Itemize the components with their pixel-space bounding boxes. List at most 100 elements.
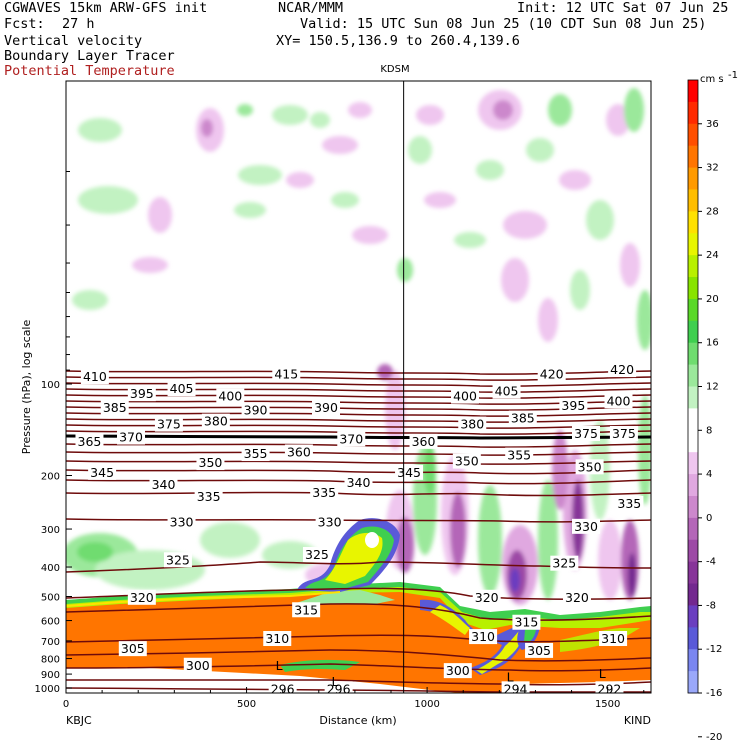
colorbar-swatch [688, 517, 698, 541]
theta-label-background [525, 642, 554, 658]
theta-label: 325 [552, 556, 576, 571]
theta-label-background [149, 477, 178, 493]
theta-label-background [537, 366, 566, 382]
colorbar-swatch [688, 167, 698, 190]
plot-frame [65, 80, 652, 694]
theta-label: 292 [598, 681, 622, 696]
theta-label: 360 [412, 434, 436, 449]
colorbar-tick-label: 8 [706, 425, 712, 436]
init-time: Init: 12 UTC Sat 07 Jun 25 [517, 0, 729, 16]
theta-label: 330 [574, 519, 598, 534]
theta-label-background [167, 381, 196, 397]
theta-label: 355 [507, 448, 531, 463]
theta-label-background [163, 552, 192, 568]
theta-label: 310 [601, 631, 625, 646]
colorbar-tick-label: -20 [706, 732, 722, 740]
theta-label: 420 [610, 362, 634, 377]
theta-label-background [492, 383, 521, 399]
theta-label-background [100, 400, 129, 416]
theta-label: 335 [312, 485, 336, 500]
theta-label-background [469, 629, 498, 645]
field-vertical-velocity: Vertical velocity [4, 33, 143, 49]
colorbar-tick-label: 16 [706, 338, 719, 349]
theta-label: 370 [339, 431, 363, 446]
station-label-kdsm: KDSM [380, 64, 409, 75]
theta-label: 296 [271, 681, 295, 696]
theta-label-background [562, 589, 591, 605]
low-marker: L [599, 666, 606, 681]
theta-label-background [458, 416, 487, 432]
theta-label: 300 [186, 658, 210, 673]
theta-label: 330 [318, 514, 342, 529]
theta-label-background [575, 459, 604, 475]
colorbar: 36 32 28 24 20 16 12 8 4 0 -4 -8 -12 -16 -20 cm s -1 [687, 70, 738, 740]
theta-label-background [443, 663, 472, 679]
colorbar-swatch [688, 605, 698, 628]
x-tick-label: 1000 [414, 699, 439, 710]
theta-label-background [472, 589, 501, 605]
theta-label-background [451, 388, 480, 404]
theta-label-background [615, 495, 644, 511]
low-marker: L [332, 674, 339, 689]
org-label: NCAR/MMM [278, 0, 344, 16]
y-tick-label: 1000 [35, 684, 60, 695]
theta-label: 335 [617, 496, 641, 511]
colorbar-tick-label: -12 [706, 644, 722, 655]
colorbar-swatch [688, 211, 698, 234]
vertical-velocity-field [72, 88, 651, 350]
theta-label: 296 [327, 681, 351, 696]
theta-label-background [117, 429, 145, 445]
theta-label-background [572, 425, 600, 441]
theta-label: 320 [565, 590, 589, 605]
theta-label: 340 [347, 475, 371, 490]
colorbar-swatch [688, 277, 698, 300]
theta-label-background [501, 681, 530, 693]
theta-label-background [395, 464, 424, 480]
colorbar-units: cm s [700, 74, 724, 85]
theta-label-background [505, 447, 534, 463]
theta-label: 385 [511, 411, 535, 426]
theta-label-background [196, 455, 225, 471]
theta-label: 390 [244, 402, 268, 417]
theta-label: 315 [294, 602, 318, 617]
plot-area: 410 415 420 420 395 405 400 400 405 395 400 385 390 3… [66, 81, 651, 696]
theta-label: 400 [607, 393, 631, 408]
theta-label: 305 [527, 643, 551, 658]
theta-label: 415 [274, 366, 298, 381]
theta-label: 320 [130, 590, 154, 605]
colorbar-swatch [688, 123, 698, 147]
colorbar-swatch [688, 627, 698, 650]
station-label-kbjc: KBJC [66, 714, 92, 727]
theta-label-background [315, 514, 344, 530]
theta-label: 365 [78, 434, 102, 449]
theta-label-background [241, 402, 270, 418]
theta-label-background [595, 681, 624, 693]
colorbar-units-exponent: -1 [728, 70, 738, 81]
theta-label: 375 [157, 417, 181, 432]
colorbar-swatch [688, 474, 698, 497]
x-axis: 0 500 1000 1500 [63, 687, 645, 710]
colorbar-swatch [688, 342, 698, 366]
station-label-kind: KIND [624, 714, 651, 727]
theta-label-background [512, 614, 541, 630]
y-tick-label: 100 [41, 380, 60, 391]
theta-label: 385 [103, 400, 127, 415]
colorbar-tick-label: -4 [706, 557, 716, 568]
theta-label: 400 [218, 389, 242, 404]
colorbar-swatch [688, 495, 698, 519]
theta-label: 330 [170, 514, 194, 529]
theta-label-background [508, 410, 537, 426]
colorbar-swatch [688, 386, 698, 409]
colorbar-swatch [688, 233, 698, 256]
theta-label: 325 [166, 552, 190, 567]
theta-label-background [154, 416, 183, 432]
y-tick-label: 200 [41, 472, 60, 483]
theta-label-background [337, 431, 366, 447]
theta-label: 405 [170, 381, 194, 396]
theta-label-background [604, 393, 633, 409]
colorbar-swatch [688, 452, 698, 475]
colorbar-swatch [688, 298, 698, 322]
colorbar-swatch [688, 189, 698, 212]
cross-section-endpoints: XY= 150.5,136.9 to 260.4,139.6 [276, 33, 520, 49]
